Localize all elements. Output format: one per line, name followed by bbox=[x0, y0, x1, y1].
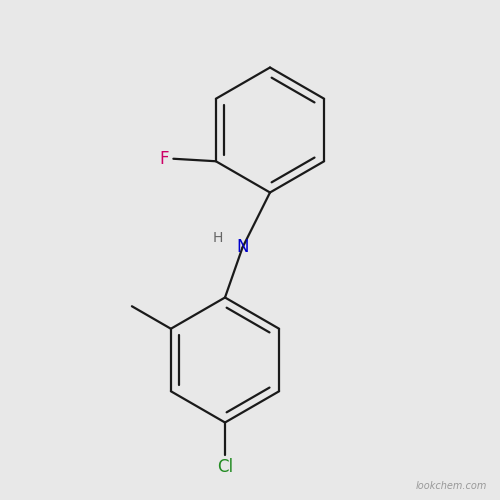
Text: Cl: Cl bbox=[217, 458, 233, 475]
Text: F: F bbox=[160, 150, 170, 168]
Text: H: H bbox=[213, 232, 224, 245]
Text: lookchem.com: lookchem.com bbox=[416, 481, 488, 491]
Text: N: N bbox=[236, 238, 249, 256]
